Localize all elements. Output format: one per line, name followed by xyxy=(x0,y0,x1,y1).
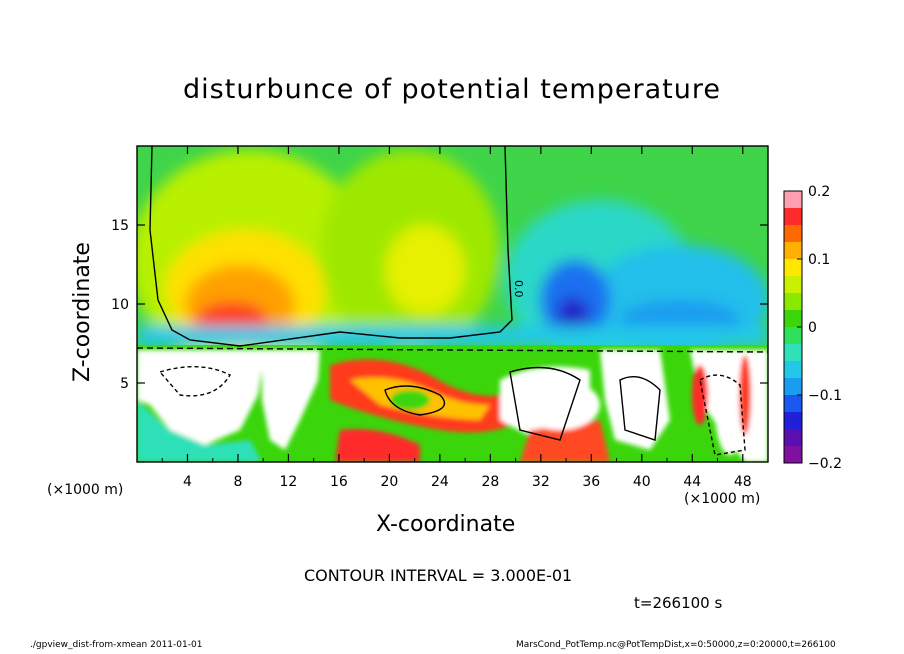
x-axis-ticks: 4 8 12 16 20 24 28 32 36 40 44 48 xyxy=(161,146,752,490)
colorbar-band xyxy=(784,242,802,260)
colorbar-band xyxy=(784,276,802,294)
x-tick-label: 36 xyxy=(582,474,600,490)
colorbar-tick-label: 0 xyxy=(808,320,817,336)
colorbar-band xyxy=(784,310,802,328)
colorbar-band xyxy=(784,446,802,464)
colorbar-band xyxy=(784,327,802,345)
colorbar-band xyxy=(784,412,802,430)
y-tick-label: 15 xyxy=(111,218,129,234)
colorbar-band xyxy=(784,293,802,311)
colorbar xyxy=(784,191,802,464)
colorbar-tick-label: −0.1 xyxy=(808,388,842,404)
x-tick-label: 44 xyxy=(683,474,701,490)
x-unit-label-left: (×1000 m) xyxy=(47,482,124,498)
x-tick-label: 24 xyxy=(431,474,449,490)
contour-interval-text: CONTOUR INTERVAL = 3.000E-01 xyxy=(304,566,573,585)
x-tick-label: 48 xyxy=(734,474,752,490)
colorbar-tick-label: 0.2 xyxy=(808,184,830,200)
x-tick-label: 32 xyxy=(532,474,550,490)
x-tick-label: 40 xyxy=(633,474,651,490)
colorbar-band xyxy=(784,378,802,396)
x-unit-label-right: (×1000 m) xyxy=(684,491,761,507)
x-tick-label: 28 xyxy=(481,474,499,490)
colorbar-band xyxy=(784,429,802,447)
x-tick-label: 8 xyxy=(233,474,242,490)
colorbar-band xyxy=(784,208,802,226)
time-label: t=266100 s xyxy=(634,594,723,612)
contour-lines xyxy=(137,146,768,456)
x-tick-label: 4 xyxy=(183,474,192,490)
x-axis-label: X-coordinate xyxy=(376,512,516,537)
heatmap-field: 0.0 xyxy=(137,146,768,462)
colorbar-ticks: 0.2 0.1 0 −0.1 −0.2 xyxy=(797,184,842,472)
colorbar-band xyxy=(784,395,802,413)
colorbar-band xyxy=(784,344,802,362)
y-axis-label: Z-coordinate xyxy=(70,242,95,382)
colorbar-tick-label: −0.2 xyxy=(808,456,842,472)
colorbar-band xyxy=(784,361,802,379)
footer-left-text: ./gpview_dist-from-xmean 2011-01-01 xyxy=(30,640,203,650)
y-tick-label: 5 xyxy=(120,376,129,392)
chart-title: disturbunce of potential temperature xyxy=(183,74,721,105)
footer-right-text: MarsCond_PotTemp.nc@PotTempDist,x=0:5000… xyxy=(516,640,836,650)
colorbar-band xyxy=(784,191,802,209)
colorbar-tick-label: 0.1 xyxy=(808,252,830,268)
colorbar-band xyxy=(784,225,802,243)
x-tick-label: 20 xyxy=(380,474,398,490)
x-tick-label: 16 xyxy=(330,474,348,490)
contour-label: 0.0 xyxy=(512,280,525,298)
y-axis-ticks: 5 10 15 xyxy=(111,218,768,392)
x-tick-label: 12 xyxy=(280,474,298,490)
y-tick-label: 10 xyxy=(111,297,129,313)
colorbar-band xyxy=(784,259,802,277)
